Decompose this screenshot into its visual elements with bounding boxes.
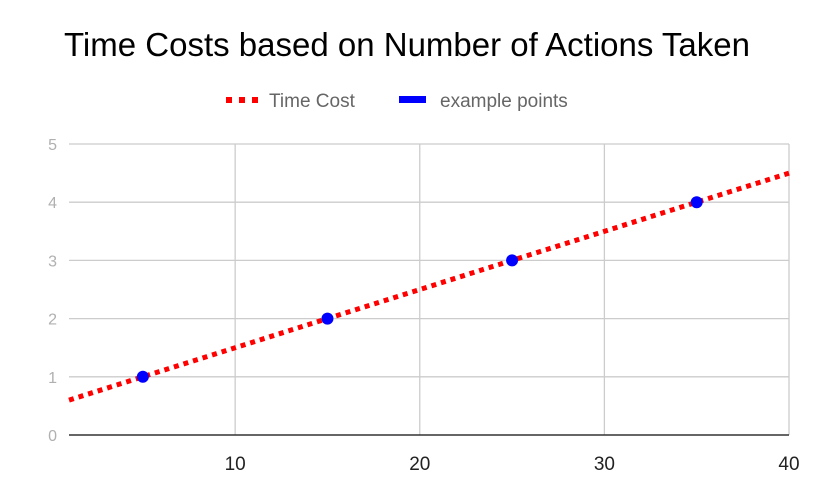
chart-title: Time Costs based on Number of Actions Ta…: [63, 26, 750, 63]
y-tick-label-0: 0: [48, 428, 57, 445]
data-point: [136, 370, 149, 383]
legend-item-time-cost[interactable]: Time Cost: [226, 91, 356, 112]
x-axis-ticks: 10 20 30 40: [225, 454, 800, 475]
x-tick-label-10: 10: [225, 454, 246, 475]
legend-label-time-cost: Time Cost: [269, 91, 356, 112]
grid: [69, 143, 790, 435]
series-time-cost: [68, 170, 790, 403]
data-point: [506, 254, 519, 267]
legend-swatch-example-points: [399, 96, 426, 103]
y-tick-label-4: 4: [48, 195, 57, 212]
legend: Time Cost example points: [226, 91, 568, 112]
data-point: [321, 312, 334, 325]
y-tick-label-5: 5: [48, 137, 57, 154]
trendline-time-cost: [68, 170, 790, 403]
legend-label-example-points: example points: [440, 91, 568, 112]
x-tick-label-40: 40: [778, 454, 799, 475]
y-tick-label-1: 1: [48, 370, 57, 387]
y-tick-label-2: 2: [48, 312, 57, 329]
y-axis-ticks: 0 1 2 3 4 5: [48, 137, 57, 445]
legend-item-example-points[interactable]: example points: [399, 91, 568, 112]
x-tick-label-20: 20: [409, 454, 430, 475]
series-example-points: [136, 196, 703, 383]
y-tick-label-3: 3: [48, 253, 57, 270]
data-point: [690, 196, 703, 209]
x-tick-label-30: 30: [594, 454, 615, 475]
